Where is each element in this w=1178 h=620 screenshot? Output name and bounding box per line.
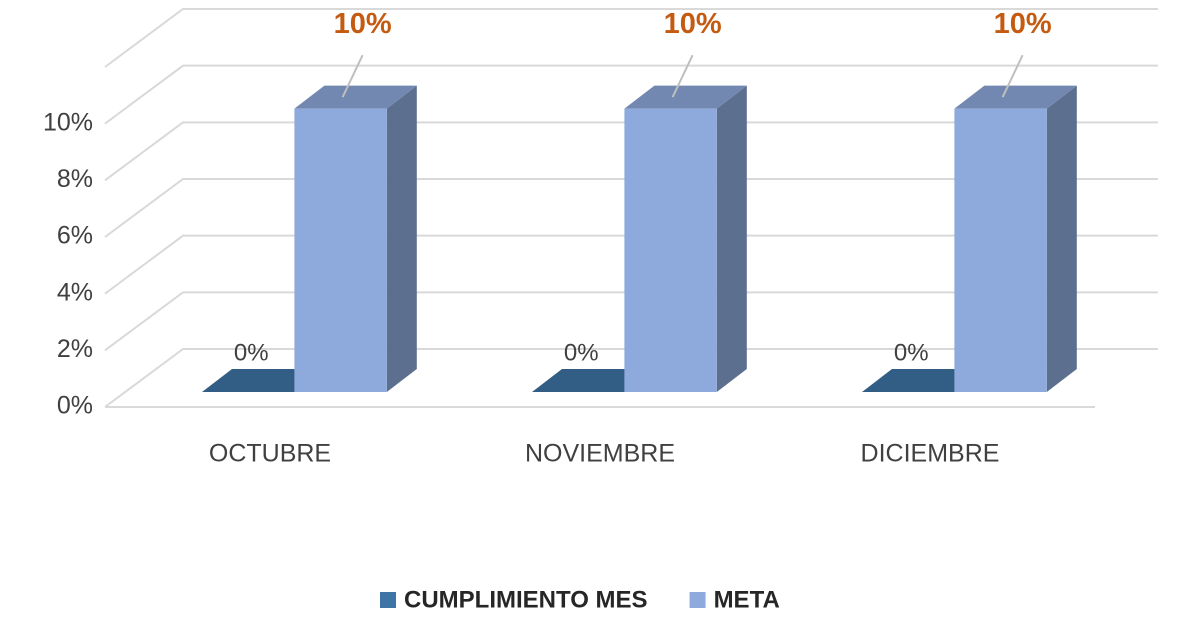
x-tick-label: OCTUBRE [209, 440, 331, 468]
bar-face [624, 108, 717, 393]
bar [954, 85, 1077, 393]
leader-line [341, 54, 364, 98]
y-tick-label: 2% [57, 335, 93, 363]
data-label: 10% [664, 8, 722, 40]
y-tick-label: 4% [57, 278, 93, 306]
data-label: 0% [564, 339, 599, 366]
grid-line [104, 64, 1158, 125]
legend-label: META [714, 586, 780, 613]
bar-face [202, 369, 325, 392]
legend-label: CUMPLIMIENTO MES [404, 586, 648, 613]
legend-swatch [380, 592, 396, 608]
bar-face [716, 85, 747, 393]
data-label: 10% [994, 8, 1052, 40]
bar-face [532, 369, 655, 392]
bar-face [294, 85, 417, 109]
bar-face [386, 85, 417, 393]
wall-top [104, 8, 1158, 68]
bar [532, 369, 655, 392]
bar-face [624, 85, 747, 109]
y-tick-label: 0% [57, 392, 93, 420]
data-label: 0% [894, 339, 929, 366]
bar [202, 369, 325, 392]
grid-line [104, 348, 1158, 408]
bar-face [862, 369, 985, 392]
grid-line [104, 291, 1158, 352]
data-label: 0% [234, 339, 269, 366]
bar-face [954, 85, 1077, 109]
grid-line [104, 121, 1158, 182]
y-tick-label: 8% [57, 165, 93, 193]
x-tick-label: DICIEMBRE [861, 440, 1000, 468]
x-tick-label: NOVIEMBRE [525, 440, 675, 468]
bar [624, 85, 747, 393]
legend-swatch [689, 592, 706, 608]
bar-face [294, 108, 387, 393]
grid-line [104, 178, 1158, 238]
bar-face [1046, 85, 1077, 393]
bar [294, 85, 417, 393]
y-tick-label: 10% [43, 108, 93, 136]
leader-line [671, 54, 694, 98]
bar-face [954, 108, 1047, 393]
y-tick-label: 6% [57, 222, 93, 250]
bar [862, 369, 985, 392]
data-label: 10% [334, 8, 392, 40]
grid-line [104, 234, 1158, 295]
leader-line [1001, 54, 1024, 98]
